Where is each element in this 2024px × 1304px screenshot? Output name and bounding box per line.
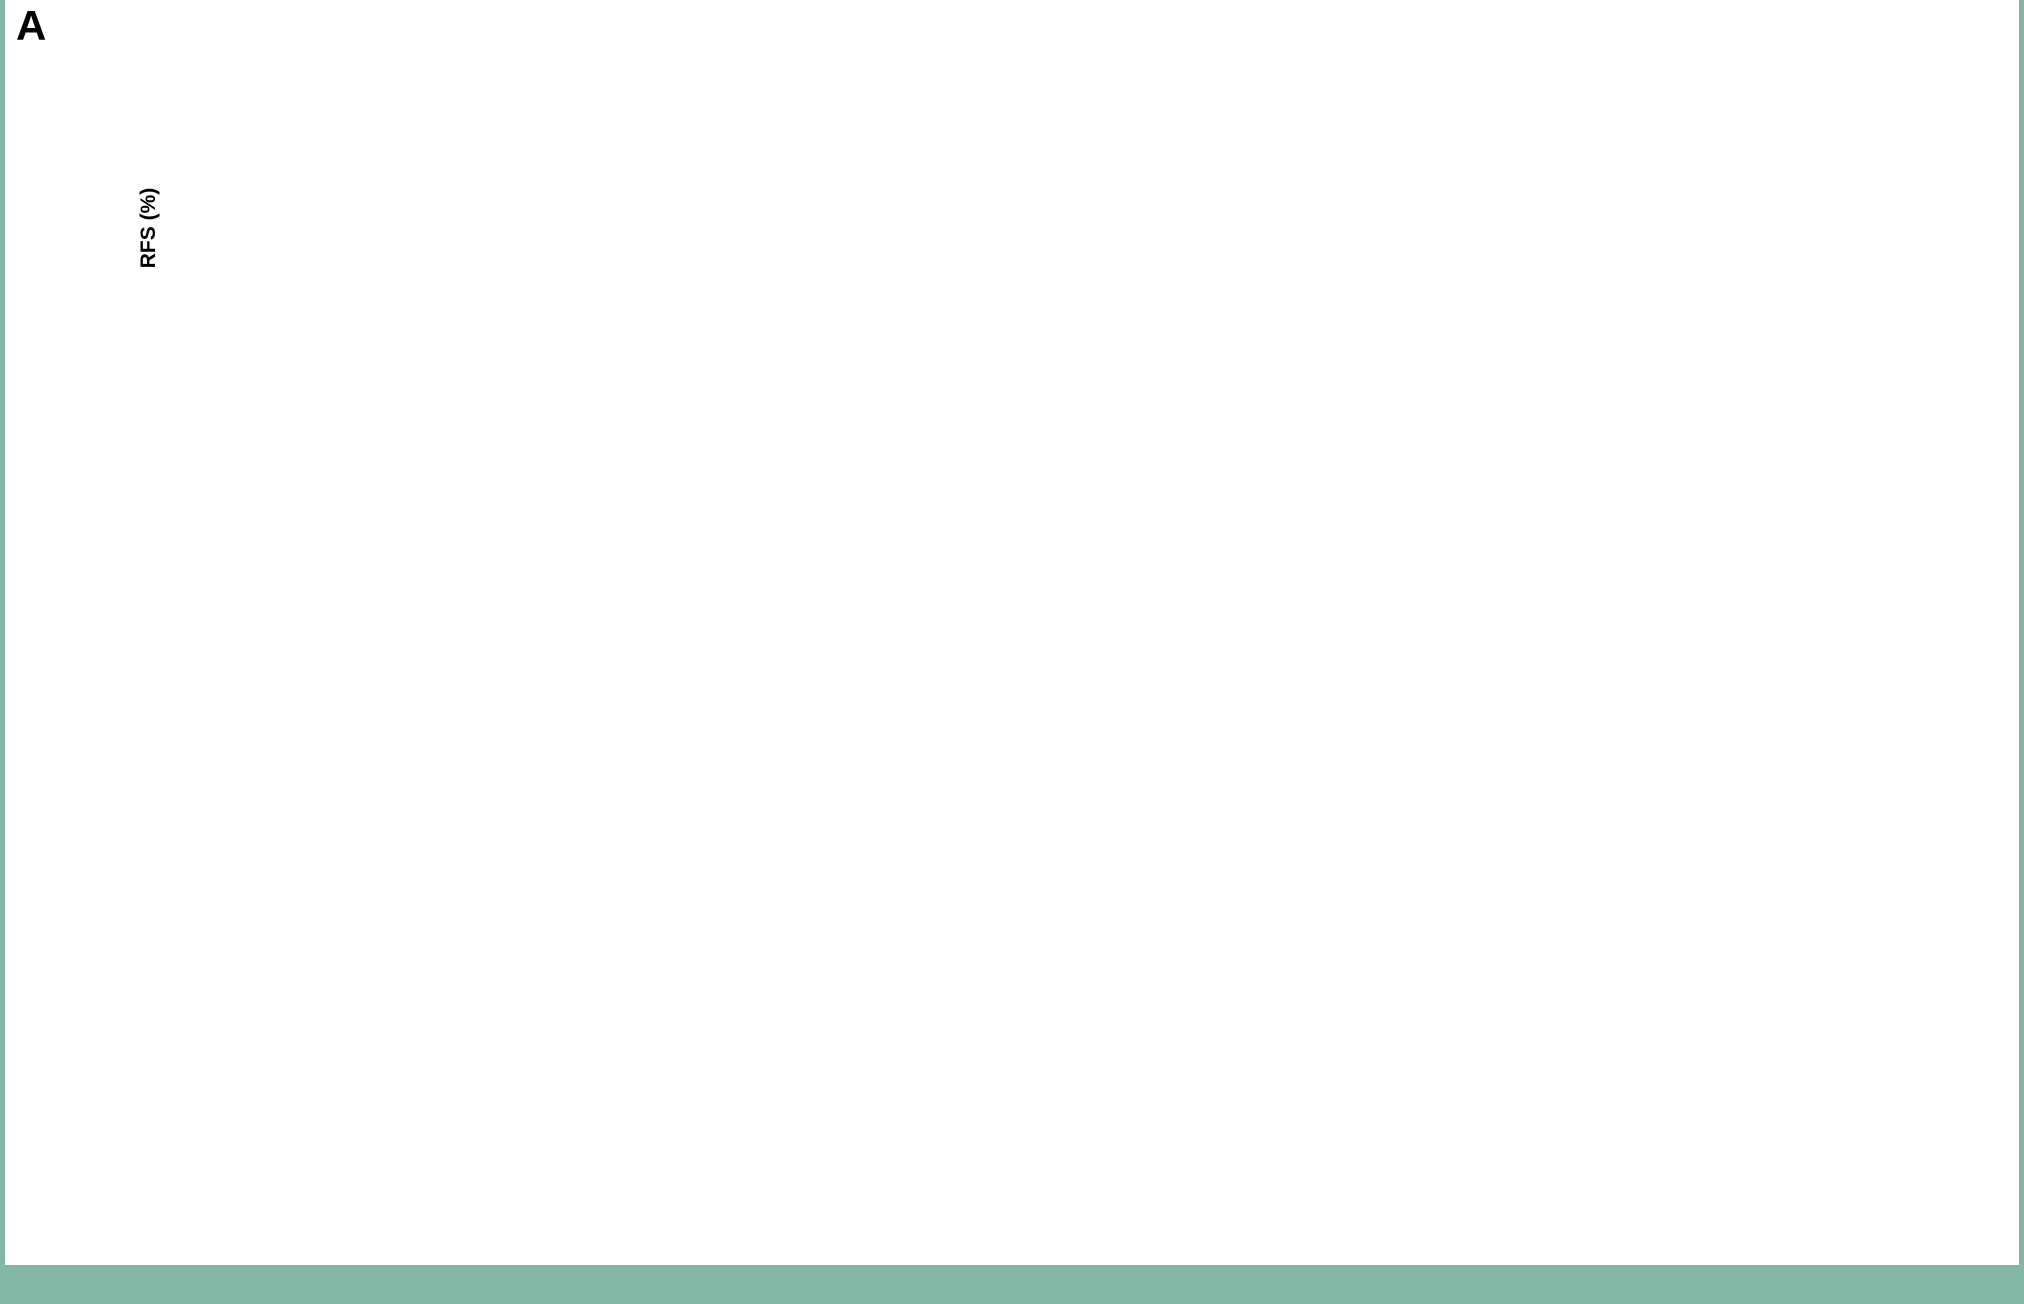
teal-border-left <box>0 0 5 1304</box>
panel-a-rfs-km-plot: A RFS (%) <box>0 0 1012 658</box>
teal-border-bottom <box>0 1265 2024 1304</box>
panel-letter: A <box>16 2 47 49</box>
panel-d-forest-plot <box>1012 658 2024 1265</box>
panel-c-os-km-plot <box>0 658 1012 1265</box>
panel-b-dmfs-km-plot <box>1012 0 2024 658</box>
teal-border-right <box>2019 0 2024 1304</box>
y-axis-title: RFS (%) <box>137 187 160 268</box>
